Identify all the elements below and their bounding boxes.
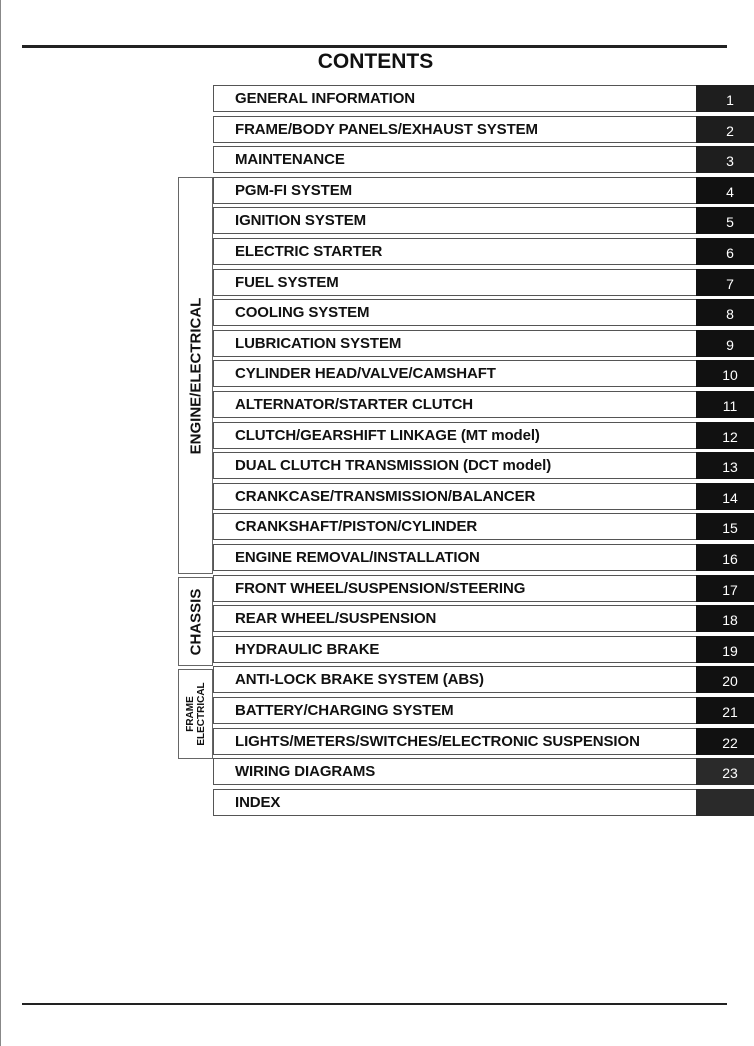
toc-entry-label: CYLINDER HEAD/VALVE/CAMSHAFT: [235, 365, 496, 383]
section-number-tab[interactable]: 7: [696, 268, 754, 296]
toc-entry[interactable]: PGM-FI SYSTEM 4: [213, 176, 754, 204]
section-number-tab[interactable]: 9: [696, 329, 754, 357]
toc-entry-label: HYDRAULIC BRAKE: [235, 640, 380, 658]
section-number-tab[interactable]: 4: [696, 176, 754, 204]
section-number-tab[interactable]: 17: [696, 574, 754, 602]
section-number-tab[interactable]: 6: [696, 238, 754, 265]
toc-entry-label: INDEX: [235, 793, 281, 811]
toc-entry[interactable]: REAR WHEEL/SUSPENSION 18: [213, 605, 754, 633]
toc-entry-label: REAR WHEEL/SUSPENSION: [235, 610, 437, 628]
toc-entry-label: GENERAL INFORMATION: [235, 90, 416, 107]
toc-entry-label: ENGINE REMOVAL/INSTALLATION: [235, 549, 480, 566]
group-engine-electrical: ENGINE/ELECTRICAL: [178, 177, 213, 574]
toc-entry[interactable]: CRANKSHAFT/PISTON/CYLINDER 15: [213, 513, 754, 541]
toc-entry[interactable]: FRAME/BODY PANELS/EXHAUST SYSTEM 2: [213, 115, 754, 143]
section-number-tab[interactable]: 11: [696, 391, 754, 418]
toc-entry-label: CRANKCASE/TRANSMISSION/BALANCER: [235, 487, 536, 505]
toc-entry-label: FRAME/BODY PANELS/EXHAUST SYSTEM: [235, 120, 538, 138]
section-number-tab[interactable]: 1: [696, 85, 754, 112]
toc-entry-label: DUAL CLUTCH TRANSMISSION (DCT model): [235, 457, 552, 475]
bottom-rule: [22, 1003, 727, 1005]
toc-entry-label: FUEL SYSTEM: [235, 273, 339, 291]
toc-entry[interactable]: LIGHTS/METERS/SWITCHES/ELECTRONIC SUSPEN…: [213, 727, 754, 755]
section-number-tab[interactable]: 18: [696, 605, 754, 633]
section-number-tab[interactable]: 23: [696, 758, 754, 786]
toc-entry[interactable]: BATTERY/CHARGING SYSTEM 21: [213, 697, 754, 724]
toc-entry-label: ELECTRIC STARTER: [235, 243, 383, 260]
group-label-electrical: ELECTRICAL: [195, 682, 207, 746]
toc-entry-label: WIRING DIAGRAMS: [235, 763, 376, 781]
toc-entry[interactable]: WIRING DIAGRAMS 23: [213, 758, 754, 786]
section-number-tab[interactable]: 5: [696, 207, 754, 235]
toc-entry[interactable]: INDEX: [213, 788, 754, 816]
toc-entry-label: LUBRICATION SYSTEM: [235, 334, 402, 352]
toc-entry[interactable]: ANTI-LOCK BRAKE SYSTEM (ABS) 20: [213, 666, 754, 694]
section-number-tab[interactable]: 14: [696, 482, 754, 510]
toc-entry-label: CLUTCH/GEARSHIFT LINKAGE (MT model): [235, 426, 540, 444]
toc-entry[interactable]: GENERAL INFORMATION 1: [213, 85, 754, 112]
toc-entry[interactable]: HYDRAULIC BRAKE 19: [213, 635, 754, 663]
toc-entry-label: IGNITION SYSTEM: [235, 212, 367, 230]
toc-entry-label: ALTERNATOR/STARTER CLUTCH: [235, 396, 474, 413]
toc-entry-label: PGM-FI SYSTEM: [235, 181, 353, 199]
section-number-tab[interactable]: 19: [696, 635, 754, 663]
toc-entry[interactable]: MAINTENANCE 3: [213, 146, 754, 174]
group-label-frame: FRAME: [184, 696, 196, 732]
section-number-tab[interactable]: 8: [696, 299, 754, 327]
toc-entry[interactable]: DUAL CLUTCH TRANSMISSION (DCT model) 13: [213, 452, 754, 480]
group-frame-electrical: FRAME ELECTRICAL: [178, 669, 213, 759]
group-label-chassis: CHASSIS: [187, 588, 204, 655]
group-label-frame-electrical: FRAME ELECTRICAL: [185, 682, 207, 745]
toc-entry-label: ANTI-LOCK BRAKE SYSTEM (ABS): [235, 671, 484, 689]
section-number-tab[interactable]: 3: [696, 146, 754, 174]
toc-entry-label: LIGHTS/METERS/SWITCHES/ELECTRONIC SUSPEN…: [235, 732, 640, 750]
toc-entry[interactable]: LUBRICATION SYSTEM 9: [213, 329, 754, 357]
toc-entry[interactable]: IGNITION SYSTEM 5: [213, 207, 754, 235]
toc-entry[interactable]: ELECTRIC STARTER 6: [213, 238, 754, 265]
toc-entry-label: CRANKSHAFT/PISTON/CYLINDER: [235, 518, 478, 536]
section-number-tab[interactable]: 2: [696, 115, 754, 143]
toc-entry-label: BATTERY/CHARGING SYSTEM: [235, 702, 454, 719]
group-label-engine: ENGINE/ELECTRICAL: [187, 297, 204, 454]
toc-entry[interactable]: CYLINDER HEAD/VALVE/CAMSHAFT 10: [213, 360, 754, 388]
section-number-tab[interactable]: 10: [696, 360, 754, 388]
page-title: CONTENTS: [317, 50, 434, 73]
section-number-tab[interactable]: 13: [696, 452, 754, 480]
section-number-tab[interactable]: 12: [696, 421, 754, 449]
toc-entry[interactable]: FUEL SYSTEM 7: [213, 268, 754, 296]
section-number-tab[interactable]: [696, 788, 754, 816]
toc-entry[interactable]: FRONT WHEEL/SUSPENSION/STEERING 17: [213, 574, 754, 602]
section-number-tab[interactable]: 16: [696, 544, 754, 571]
toc-entry-label: MAINTENANCE: [235, 151, 345, 169]
toc-entry[interactable]: CRANKCASE/TRANSMISSION/BALANCER 14: [213, 482, 754, 510]
section-number-tab[interactable]: 15: [696, 513, 754, 541]
toc-entry[interactable]: CLUTCH/GEARSHIFT LINKAGE (MT model) 12: [213, 421, 754, 449]
section-number-tab[interactable]: 20: [696, 666, 754, 694]
toc-entry[interactable]: ENGINE REMOVAL/INSTALLATION 16: [213, 544, 754, 571]
top-rule: [22, 45, 727, 48]
group-chassis: CHASSIS: [178, 577, 213, 666]
toc-entry[interactable]: COOLING SYSTEM 8: [213, 299, 754, 327]
page-edge: [0, 0, 1, 1046]
section-number-tab[interactable]: 21: [696, 697, 754, 724]
toc-entry-label: COOLING SYSTEM: [235, 304, 370, 322]
toc-entry-label: FRONT WHEEL/SUSPENSION/STEERING: [235, 579, 526, 597]
section-number-tab[interactable]: 22: [696, 727, 754, 755]
toc-entry[interactable]: ALTERNATOR/STARTER CLUTCH 11: [213, 391, 754, 418]
